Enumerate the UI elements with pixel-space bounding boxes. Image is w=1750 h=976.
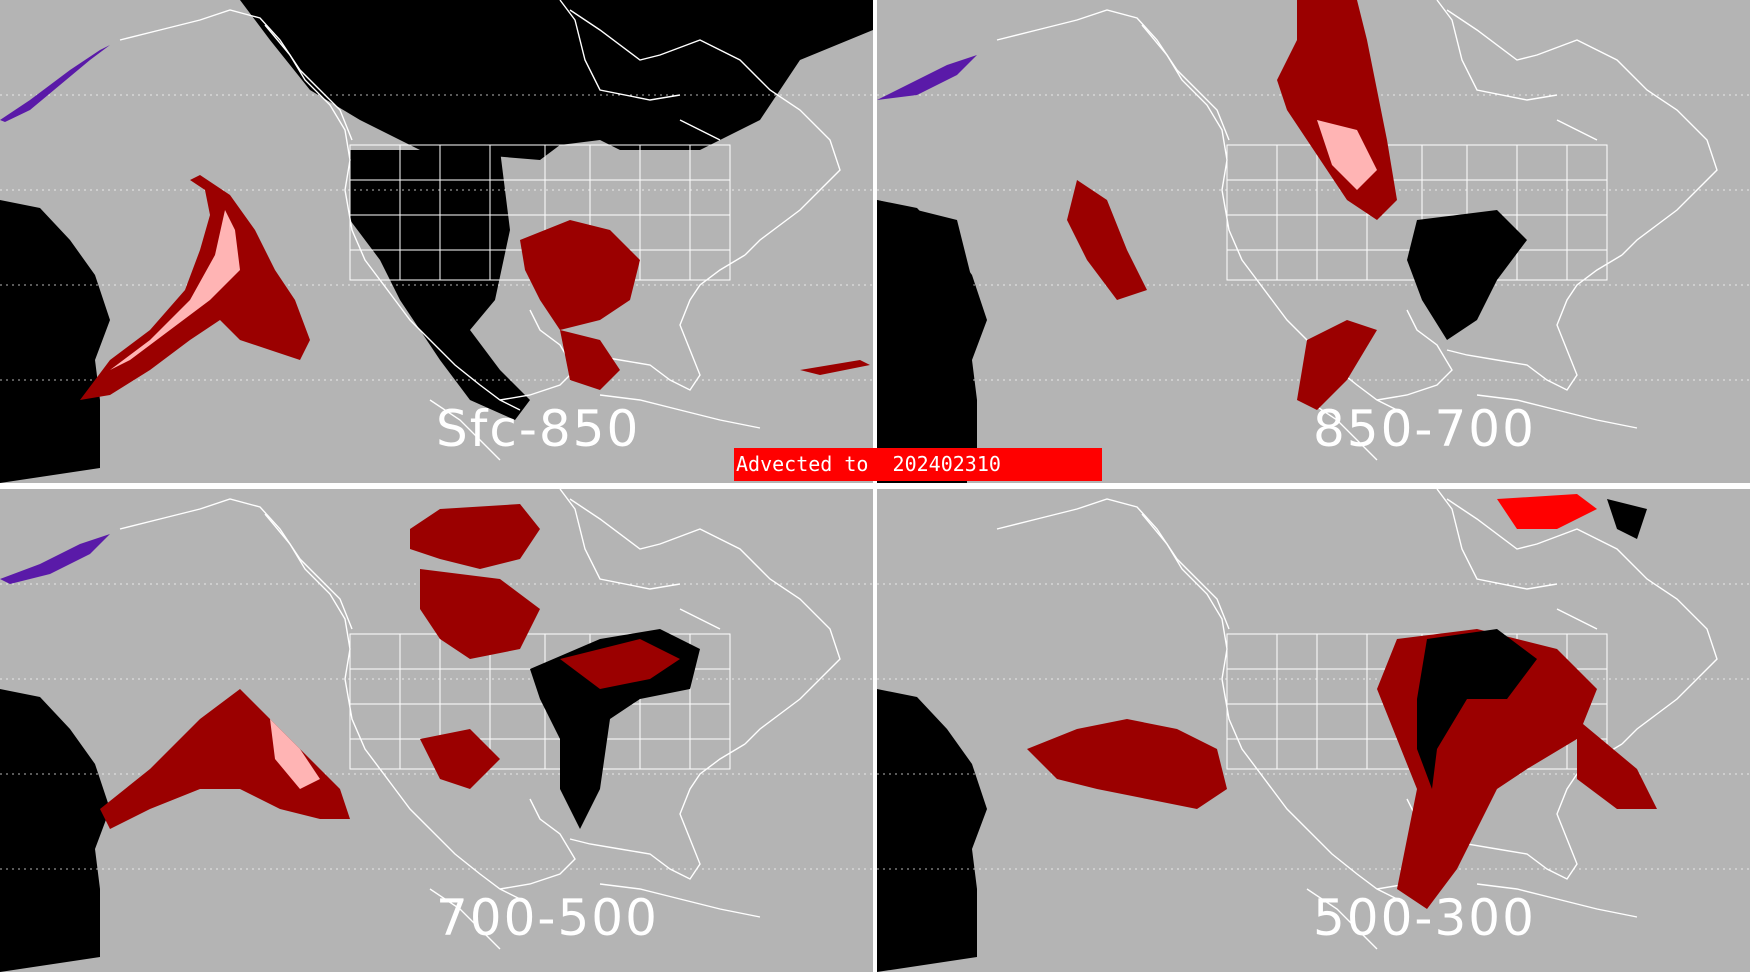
- pink-area: [1317, 120, 1377, 190]
- no-data-area: [1417, 629, 1537, 789]
- no-data-area: [1407, 210, 1527, 340]
- dark-red-area: [80, 175, 310, 400]
- horizontal-divider: [0, 483, 1750, 489]
- dark-red-area: [1577, 719, 1657, 809]
- panel-850-700: 850-700: [877, 0, 1750, 483]
- map-sfc-850: [0, 0, 873, 483]
- layer-label: 700-500: [436, 889, 659, 947]
- panel-sfc-850: Sfc-850: [0, 0, 873, 483]
- map-500-300: [877, 489, 1750, 972]
- panel-700-500: 700-500: [0, 489, 873, 972]
- layer-label: 850-700: [1313, 400, 1536, 458]
- dark-red-area: [420, 569, 540, 659]
- dark-red-area: [1027, 719, 1227, 809]
- purple-area: [0, 45, 110, 122]
- dark-red-area: [800, 360, 870, 375]
- layer-label: 500-300: [1313, 889, 1536, 947]
- bright-red-area: [1497, 494, 1597, 529]
- dark-red-area: [1067, 180, 1147, 300]
- map-700-500: [0, 489, 873, 972]
- pink-area: [270, 719, 320, 789]
- dark-red-area: [1277, 0, 1397, 220]
- dark-red-area: [1297, 320, 1377, 410]
- map-850-700: [877, 0, 1750, 483]
- purple-area: [0, 534, 110, 584]
- dark-red-area: [420, 729, 500, 789]
- pink-area: [110, 210, 240, 370]
- dark-red-area: [560, 330, 620, 390]
- panel-500-300: 500-300: [877, 489, 1750, 972]
- purple-area: [877, 55, 977, 100]
- advected-banner: Advected to 202402310: [734, 448, 1102, 481]
- dark-red-area: [560, 639, 680, 689]
- no-data-area: [1607, 499, 1647, 539]
- dark-red-area: [100, 689, 350, 829]
- no-data-area: [530, 629, 700, 829]
- dark-red-area: [410, 504, 540, 569]
- layer-label: Sfc-850: [436, 400, 641, 458]
- dark-red-area: [520, 220, 640, 330]
